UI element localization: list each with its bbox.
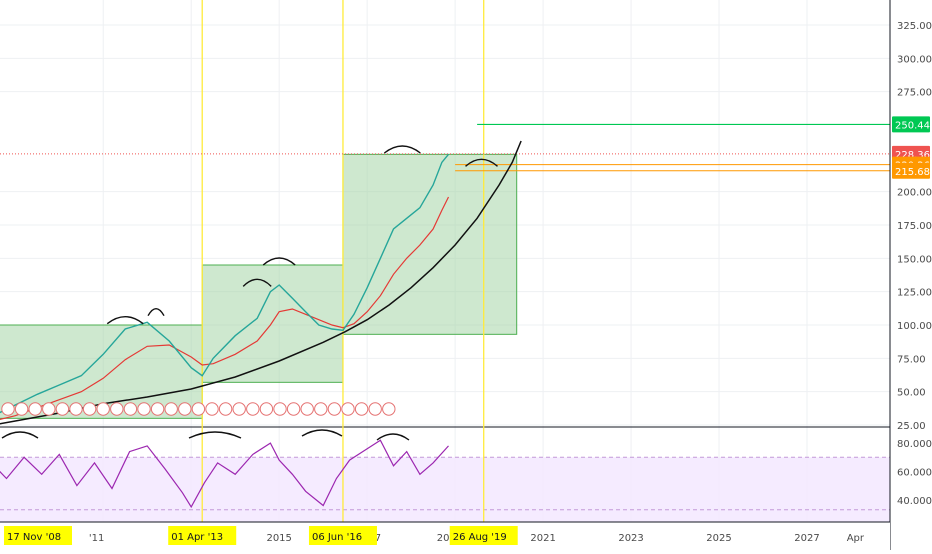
price-tick-label: 50.00: [897, 388, 926, 399]
annotation-arc-3: [262, 257, 296, 266]
annotations: [1, 145, 498, 441]
earnings-marker-20: [273, 402, 287, 416]
rsi-annotation-arc-1: [188, 431, 242, 439]
earnings-marker-13: [178, 402, 192, 416]
price-tick-label: 325.00: [897, 21, 932, 32]
earnings-marker-24: [327, 402, 342, 416]
price-tick-label: 300.00: [897, 54, 932, 65]
price-tick-label: 200.00: [897, 188, 932, 199]
earnings-marker-18: [246, 402, 260, 416]
range-box-2: [342, 153, 518, 335]
annotation-arc-1: [147, 307, 165, 317]
earnings-marker-23: [314, 402, 328, 416]
price-label-text: 215.68: [895, 167, 930, 178]
rsi-line: [0, 439, 449, 509]
rsi-tick-label: 80.0000: [897, 439, 932, 450]
earnings-marker-2: [28, 402, 42, 416]
earnings-marker-0: [1, 402, 15, 416]
date-label-box-1: [168, 526, 237, 545]
rsi-annotation-arc-0: [1, 431, 39, 439]
price-tick-label: 150.00: [897, 254, 932, 265]
price-label-text: 228.36: [895, 150, 930, 161]
price-label-box-3: [892, 162, 930, 179]
price-axis: 25.00 50.00 75.00 100.00 125.00 150.00 175.00 2…: [889, 0, 932, 550]
earnings-marker-26: [354, 402, 369, 416]
date-label-text: 17 Nov '08: [7, 532, 61, 543]
earnings-marker-10: [137, 402, 151, 416]
earnings-marker-21: [286, 402, 301, 416]
earnings-markers: [1, 402, 396, 416]
range-box-1: [201, 264, 344, 383]
time-tick-label: 2015: [266, 533, 291, 544]
date-label-box-2: [308, 526, 377, 545]
time-tick-label: 2023: [618, 533, 643, 544]
date-label-text: 06 Jun '16: [312, 532, 362, 543]
time-axis: '1120150172012021202320252027Apr17 Nov '…: [0, 521, 890, 550]
price-tick-label: 125.00: [897, 288, 932, 299]
earnings-marker-5: [69, 402, 83, 416]
price-label-text: 250.44: [895, 120, 930, 131]
rsi-tick-label: 40.0000: [897, 496, 932, 507]
annotation-arc-2: [242, 278, 272, 287]
moving-average-line: [0, 196, 450, 421]
earnings-marker-14: [191, 402, 206, 416]
earnings-marker-28: [382, 402, 396, 416]
earnings-marker-17: [232, 402, 246, 416]
vertical-lines: [201, 0, 485, 522]
earnings-marker-27: [368, 402, 382, 416]
earnings-marker-9: [123, 402, 138, 416]
price-line: [0, 153, 450, 414]
price-label-box-0: [892, 116, 930, 133]
time-tick-label: 201: [437, 533, 456, 544]
rsi-series: [0, 439, 449, 509]
price-tick-label: 100.00: [897, 321, 932, 332]
time-tick-label: 2025: [706, 533, 731, 544]
earnings-marker-22: [300, 402, 314, 416]
earnings-marker-1: [14, 402, 29, 416]
earnings-marker-15: [205, 402, 219, 416]
earnings-marker-7: [96, 402, 110, 416]
price-axis-bg: [890, 0, 932, 550]
horizontal-lines: [0, 123, 890, 172]
date-label-box-0: [4, 526, 72, 545]
price-tick-label: 275.00: [897, 88, 932, 99]
earnings-marker-25: [341, 402, 355, 416]
earnings-marker-3: [42, 402, 56, 416]
rsi-tick-label: 60.0000: [897, 467, 932, 478]
earnings-marker-19: [259, 402, 274, 416]
time-tick-label: 2027: [794, 533, 819, 544]
earnings-marker-8: [110, 402, 124, 416]
price-tick-label: 75.00: [897, 354, 926, 365]
date-label-text: 26 Aug '19: [453, 532, 507, 543]
annotation-arc-4: [383, 145, 421, 154]
time-tick-label: '11: [89, 533, 104, 544]
price-tick-label: 25.00: [897, 421, 926, 432]
date-label-text: 01 Apr '13: [171, 532, 223, 543]
annotation-arc-0: [106, 315, 144, 325]
earnings-marker-6: [82, 402, 97, 416]
earnings-marker-4: [55, 402, 70, 416]
price-tick-label: 175.00: [897, 221, 932, 232]
annotation-arc-5: [465, 158, 498, 167]
time-tick-label: 2021: [530, 533, 555, 544]
rsi-annotation-arc-2: [301, 429, 343, 437]
earnings-marker-11: [150, 402, 165, 416]
range-boxes: [0, 153, 518, 419]
rsi-annotation-arc-3: [376, 433, 410, 441]
time-axis-bg: [0, 522, 890, 550]
date-label-box-3: [449, 526, 518, 545]
earnings-marker-16: [218, 402, 233, 416]
earnings-marker-12: [164, 402, 178, 416]
time-tick-label: Apr: [847, 533, 865, 544]
